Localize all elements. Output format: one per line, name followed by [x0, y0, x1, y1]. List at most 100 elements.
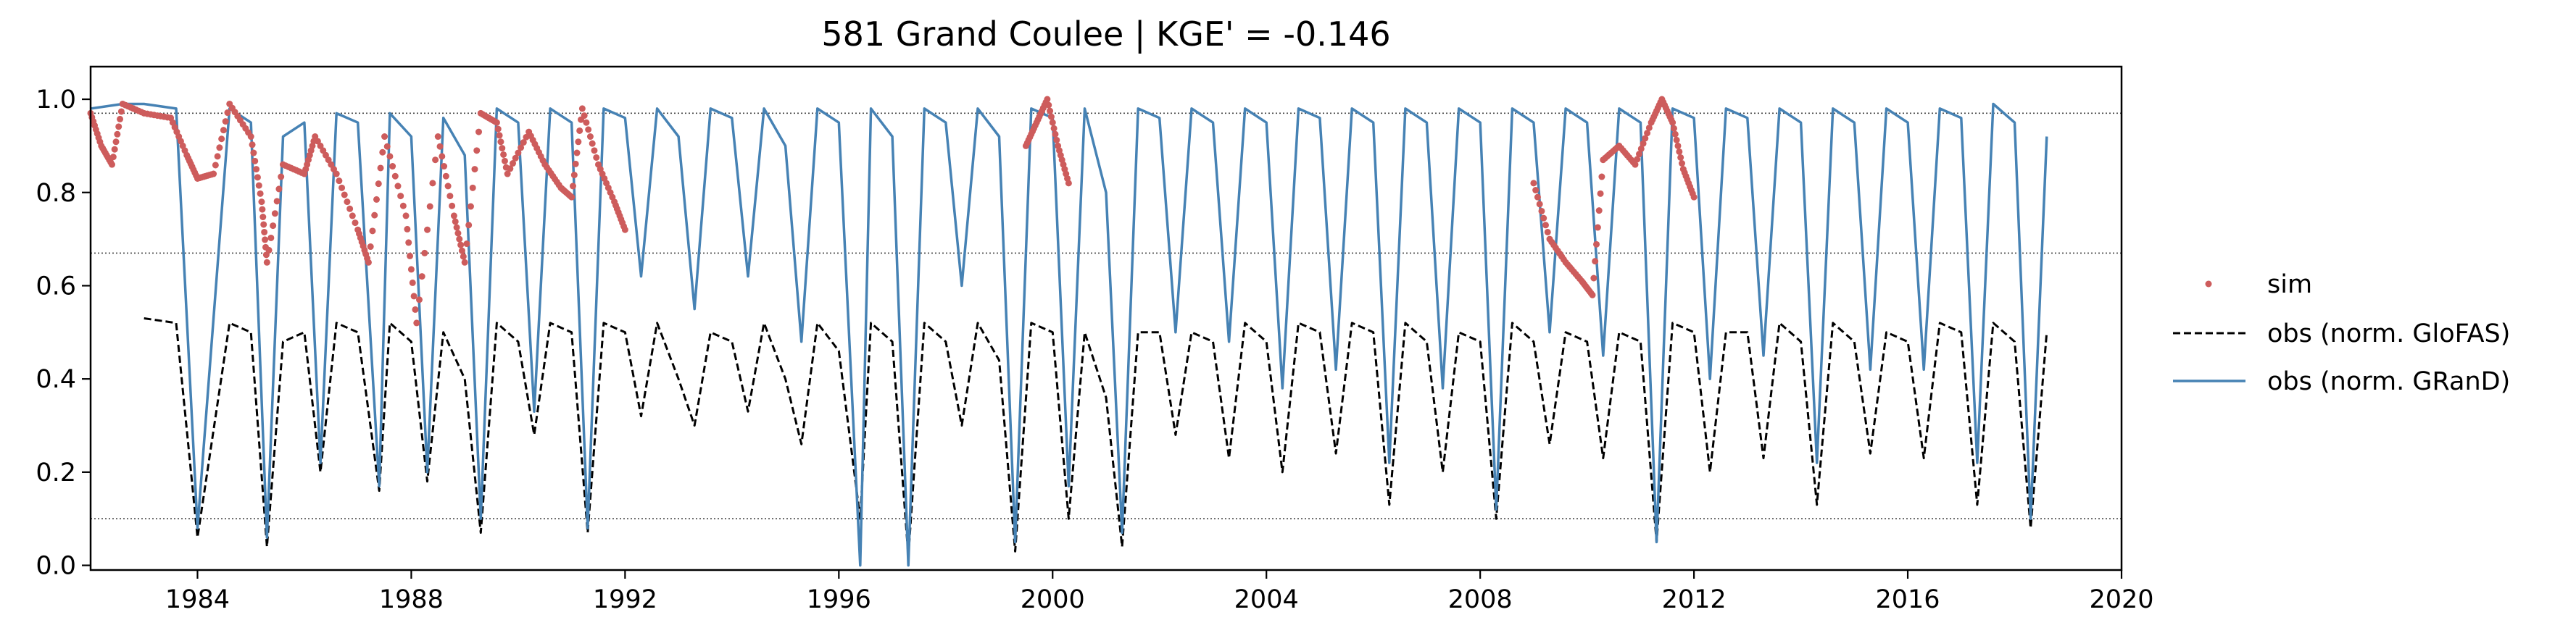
sim-point	[1669, 119, 1677, 126]
sim-point	[450, 212, 457, 219]
x-tick-label: 2008	[1448, 585, 1513, 614]
sim-point	[273, 198, 281, 205]
sim-point	[367, 243, 374, 251]
sim-point	[467, 203, 474, 210]
sim-point	[469, 184, 476, 191]
sim-point	[465, 222, 473, 229]
sim-point	[389, 163, 396, 170]
y-axis: 0.0 0.2 0.4 0.6 0.8 1.0	[36, 85, 91, 581]
x-tick-label: 1996	[807, 585, 871, 614]
sim-point	[456, 235, 463, 243]
sim-point	[496, 132, 503, 139]
sim-point	[261, 228, 268, 235]
sim-point	[410, 293, 417, 300]
sim-point	[336, 177, 343, 185]
sim-point	[432, 156, 439, 164]
series-layer	[87, 96, 2048, 567]
sim-point	[434, 133, 441, 141]
sim-point	[458, 247, 465, 254]
x-tick-label: 1984	[165, 585, 230, 614]
sim-point	[473, 147, 481, 154]
y-tick-label: 0.8	[36, 179, 76, 208]
sim-point	[452, 218, 459, 225]
sim-point	[453, 224, 460, 231]
sim-point	[253, 166, 260, 173]
sim-point	[222, 118, 229, 125]
sim-point	[570, 172, 578, 179]
sim-point	[1050, 125, 1058, 132]
x-axis: 1984 1988 1992 1996 2000 2004 2008 2012 2016 2020	[165, 570, 2154, 614]
sim-point	[1053, 136, 1060, 143]
sim-point	[386, 153, 394, 160]
sim-point	[371, 211, 378, 219]
sim-point	[275, 185, 283, 193]
sim-point	[1532, 187, 1540, 194]
sim-point	[1676, 148, 1683, 155]
sim-point	[1597, 190, 1604, 197]
sim-point	[278, 173, 285, 180]
sim-point	[586, 133, 594, 141]
sim-point	[377, 164, 384, 172]
sim-point	[114, 130, 121, 138]
sim-point	[346, 205, 354, 212]
sim-point	[352, 219, 359, 227]
sim-point	[446, 193, 454, 200]
sim-point	[520, 139, 527, 146]
sim-point	[263, 259, 270, 266]
sim-point	[373, 196, 380, 203]
sim-point	[379, 148, 386, 156]
sim-point	[117, 108, 125, 115]
sim-point	[518, 144, 525, 151]
sim-point	[441, 163, 448, 170]
sim-point	[424, 226, 431, 233]
sim-point	[460, 253, 467, 260]
sim-point	[369, 227, 376, 235]
sim-point	[500, 151, 507, 158]
sim-point	[391, 172, 399, 180]
sim-point	[593, 154, 600, 161]
sim-point	[1544, 228, 1551, 235]
sim-point	[413, 319, 420, 327]
legend-label: obs (norm. GloFAS)	[2267, 319, 2510, 348]
sim-point	[510, 160, 517, 167]
sim-point	[463, 240, 470, 248]
sim-point	[444, 183, 452, 190]
sim-point	[220, 127, 227, 134]
sim-point	[429, 180, 436, 187]
sim-point	[365, 259, 372, 266]
sim-point	[250, 149, 257, 156]
sim-point	[504, 170, 511, 177]
sim-point	[1589, 291, 1596, 298]
sim-point	[1052, 130, 1059, 138]
sim-point	[442, 172, 449, 180]
sim-point	[412, 306, 419, 313]
sim-point	[270, 222, 277, 230]
sim-point	[421, 249, 428, 256]
sim-point	[454, 230, 462, 237]
sim-point	[515, 149, 522, 156]
sim-point	[1671, 130, 1679, 138]
sim-point	[1049, 119, 1056, 126]
legend-label: obs (norm. GRanD)	[2267, 367, 2510, 396]
sim-point	[1677, 154, 1684, 161]
sim-point	[569, 183, 576, 190]
sim-point	[333, 170, 340, 177]
sim-point	[212, 162, 219, 169]
sim-point	[117, 115, 124, 122]
sim-point	[576, 127, 583, 134]
sim-point	[399, 202, 407, 209]
sim-point	[507, 165, 514, 172]
sim-point	[494, 125, 502, 133]
sim-point	[1679, 160, 1686, 167]
sim-point	[497, 138, 504, 146]
y-tick-label: 1.0	[36, 85, 76, 114]
legend-label: sim	[2267, 270, 2312, 299]
sim-point	[247, 133, 254, 141]
sim-point	[115, 123, 122, 130]
sim-point	[1670, 125, 1677, 132]
sim-point	[257, 190, 264, 197]
sim-point	[578, 105, 586, 112]
sim-point	[471, 166, 478, 173]
sim-point	[1634, 156, 1641, 163]
